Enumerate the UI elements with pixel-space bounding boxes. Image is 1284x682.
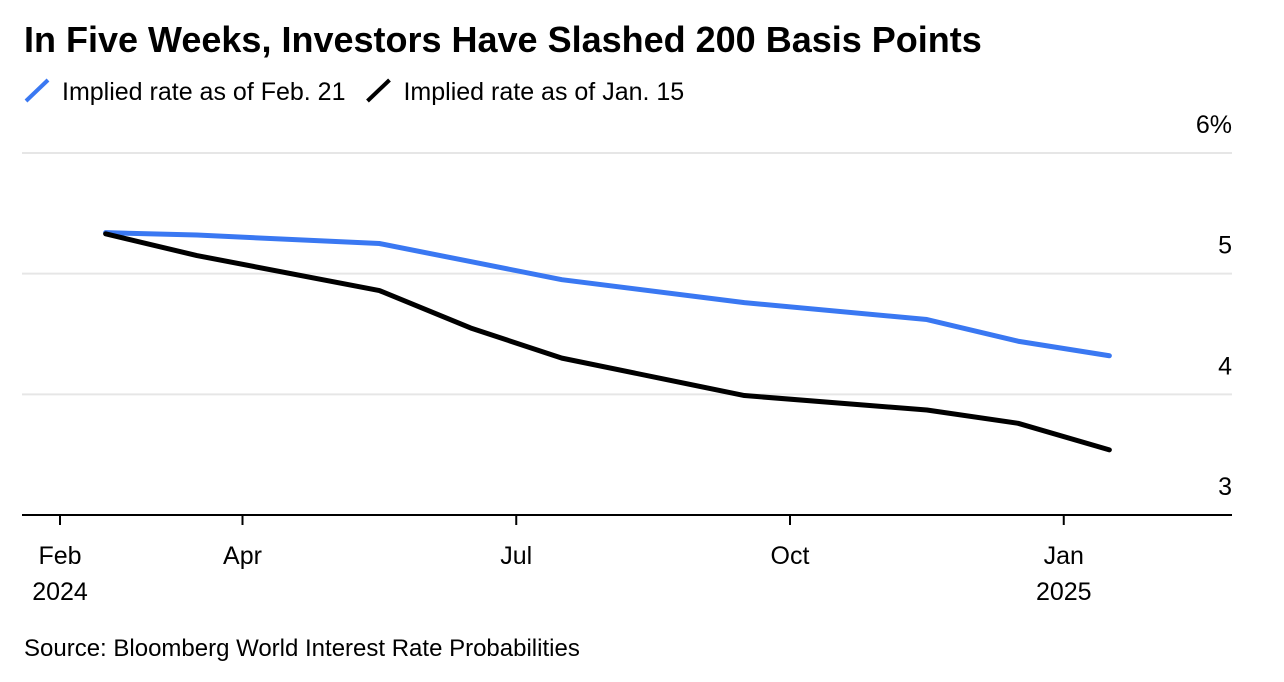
x-tick-label: Jan 2025 [1036, 542, 1092, 606]
chart-title: In Five Weeks, Investors Have Slashed 20… [24, 19, 982, 60]
legend-marker [366, 78, 391, 103]
y-tick-label: 4 [1218, 352, 1232, 380]
x-tick-label: Oct [771, 542, 810, 570]
legend-label: Implied rate as of Feb. 21 [62, 78, 345, 106]
data-line [103, 230, 1112, 359]
x-tick-label: Apr [223, 542, 262, 570]
y-tick-label: 5 [1218, 232, 1232, 260]
legend-label: Implied rate as of Jan. 15 [403, 78, 684, 106]
y-tick-label: 3 [1218, 473, 1232, 501]
data-line [103, 231, 1112, 453]
x-tick-label: Jul [500, 542, 532, 570]
x-tick-label: Feb 2024 [32, 542, 88, 606]
source-note: Source: Bloomberg World Interest Rate Pr… [24, 635, 580, 662]
y-tick-label: 6% [1196, 111, 1232, 139]
legend-marker [24, 78, 50, 103]
